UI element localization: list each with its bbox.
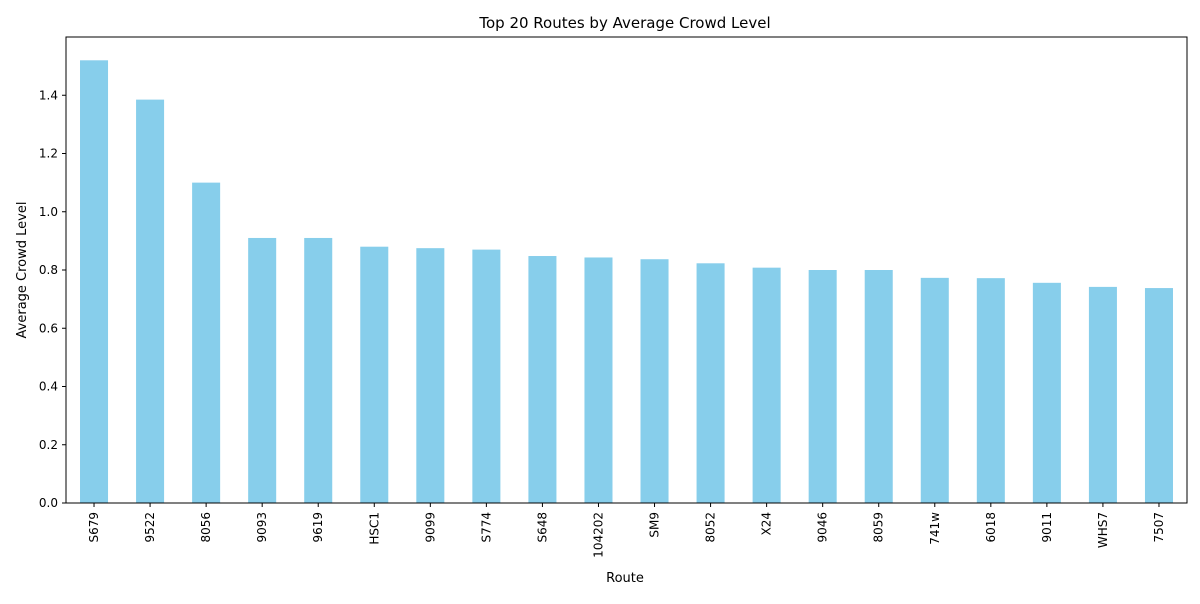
bar-104202 — [584, 257, 613, 503]
y-tick-label: 0.0 — [39, 496, 58, 510]
bar-8052 — [696, 263, 725, 503]
bar-X24 — [752, 267, 781, 503]
x-tick-label: SM9 — [648, 512, 662, 538]
bar-S774 — [472, 249, 501, 503]
y-axis-label: Average Crowd Level — [15, 202, 30, 339]
x-axis-label: Route — [606, 571, 644, 586]
x-tick-label: 9093 — [255, 512, 269, 543]
bar-8056 — [192, 182, 221, 503]
x-tick-label: HSC1 — [367, 512, 381, 545]
bar-8059 — [864, 270, 893, 503]
x-tick-label: 9522 — [143, 512, 157, 543]
bar-S679 — [80, 60, 109, 504]
x-tick-label: 8056 — [199, 512, 213, 543]
bar-9093 — [248, 237, 277, 503]
bar-9046 — [808, 270, 837, 503]
y-tick-label: 1.4 — [39, 88, 58, 102]
x-tick-label: WHS7 — [1096, 512, 1110, 548]
bar-7507 — [1144, 288, 1173, 503]
x-tick-label: 9046 — [816, 512, 830, 543]
y-tick-label: 1.2 — [39, 147, 58, 161]
y-tick-label: 0.2 — [39, 438, 58, 452]
bar-9522 — [136, 99, 165, 504]
x-tick-label: X24 — [760, 512, 774, 536]
bar-9011 — [1032, 282, 1061, 503]
y-tick-label: 0.4 — [39, 380, 58, 394]
chart-title: Top 20 Routes by Average Crowd Level — [478, 14, 770, 32]
x-tick-label: 104202 — [591, 512, 605, 558]
bar-WHS7 — [1088, 286, 1117, 503]
x-tick-label: S774 — [479, 512, 493, 543]
x-tick-label: S679 — [87, 512, 101, 543]
x-tick-label: 9099 — [423, 512, 437, 543]
x-tick-label: 741w — [928, 512, 942, 545]
y-axis-ticks: 0.0 0.2 0.4 0.6 0.8 1.0 1.2 1.4 — [39, 88, 66, 510]
y-tick-label: 0.6 — [39, 321, 58, 335]
bar-SM9 — [640, 259, 669, 503]
bar-9099 — [416, 248, 445, 503]
x-tick-label: 8052 — [704, 512, 718, 543]
x-tick-label: 7507 — [1152, 512, 1166, 543]
bar-9619 — [304, 237, 333, 503]
bar-HSC1 — [360, 246, 389, 503]
y-tick-label: 0.8 — [39, 263, 58, 277]
x-tick-label: 9011 — [1040, 512, 1054, 543]
bar-6018 — [976, 278, 1005, 503]
bar-741w — [920, 277, 949, 503]
x-tick-label: S648 — [535, 512, 549, 543]
plot-frame — [65, 36, 1188, 504]
x-tick-label: 6018 — [984, 512, 998, 543]
bar-S648 — [528, 256, 557, 503]
x-axis-ticks: S679 9522 8056 9093 9619 HSC1 9099 S774 S648 1042… — [87, 503, 1166, 558]
x-tick-label: 8059 — [872, 512, 886, 543]
bars — [80, 60, 1173, 504]
x-tick-label: 9619 — [311, 512, 325, 543]
y-tick-label: 1.0 — [39, 205, 58, 219]
